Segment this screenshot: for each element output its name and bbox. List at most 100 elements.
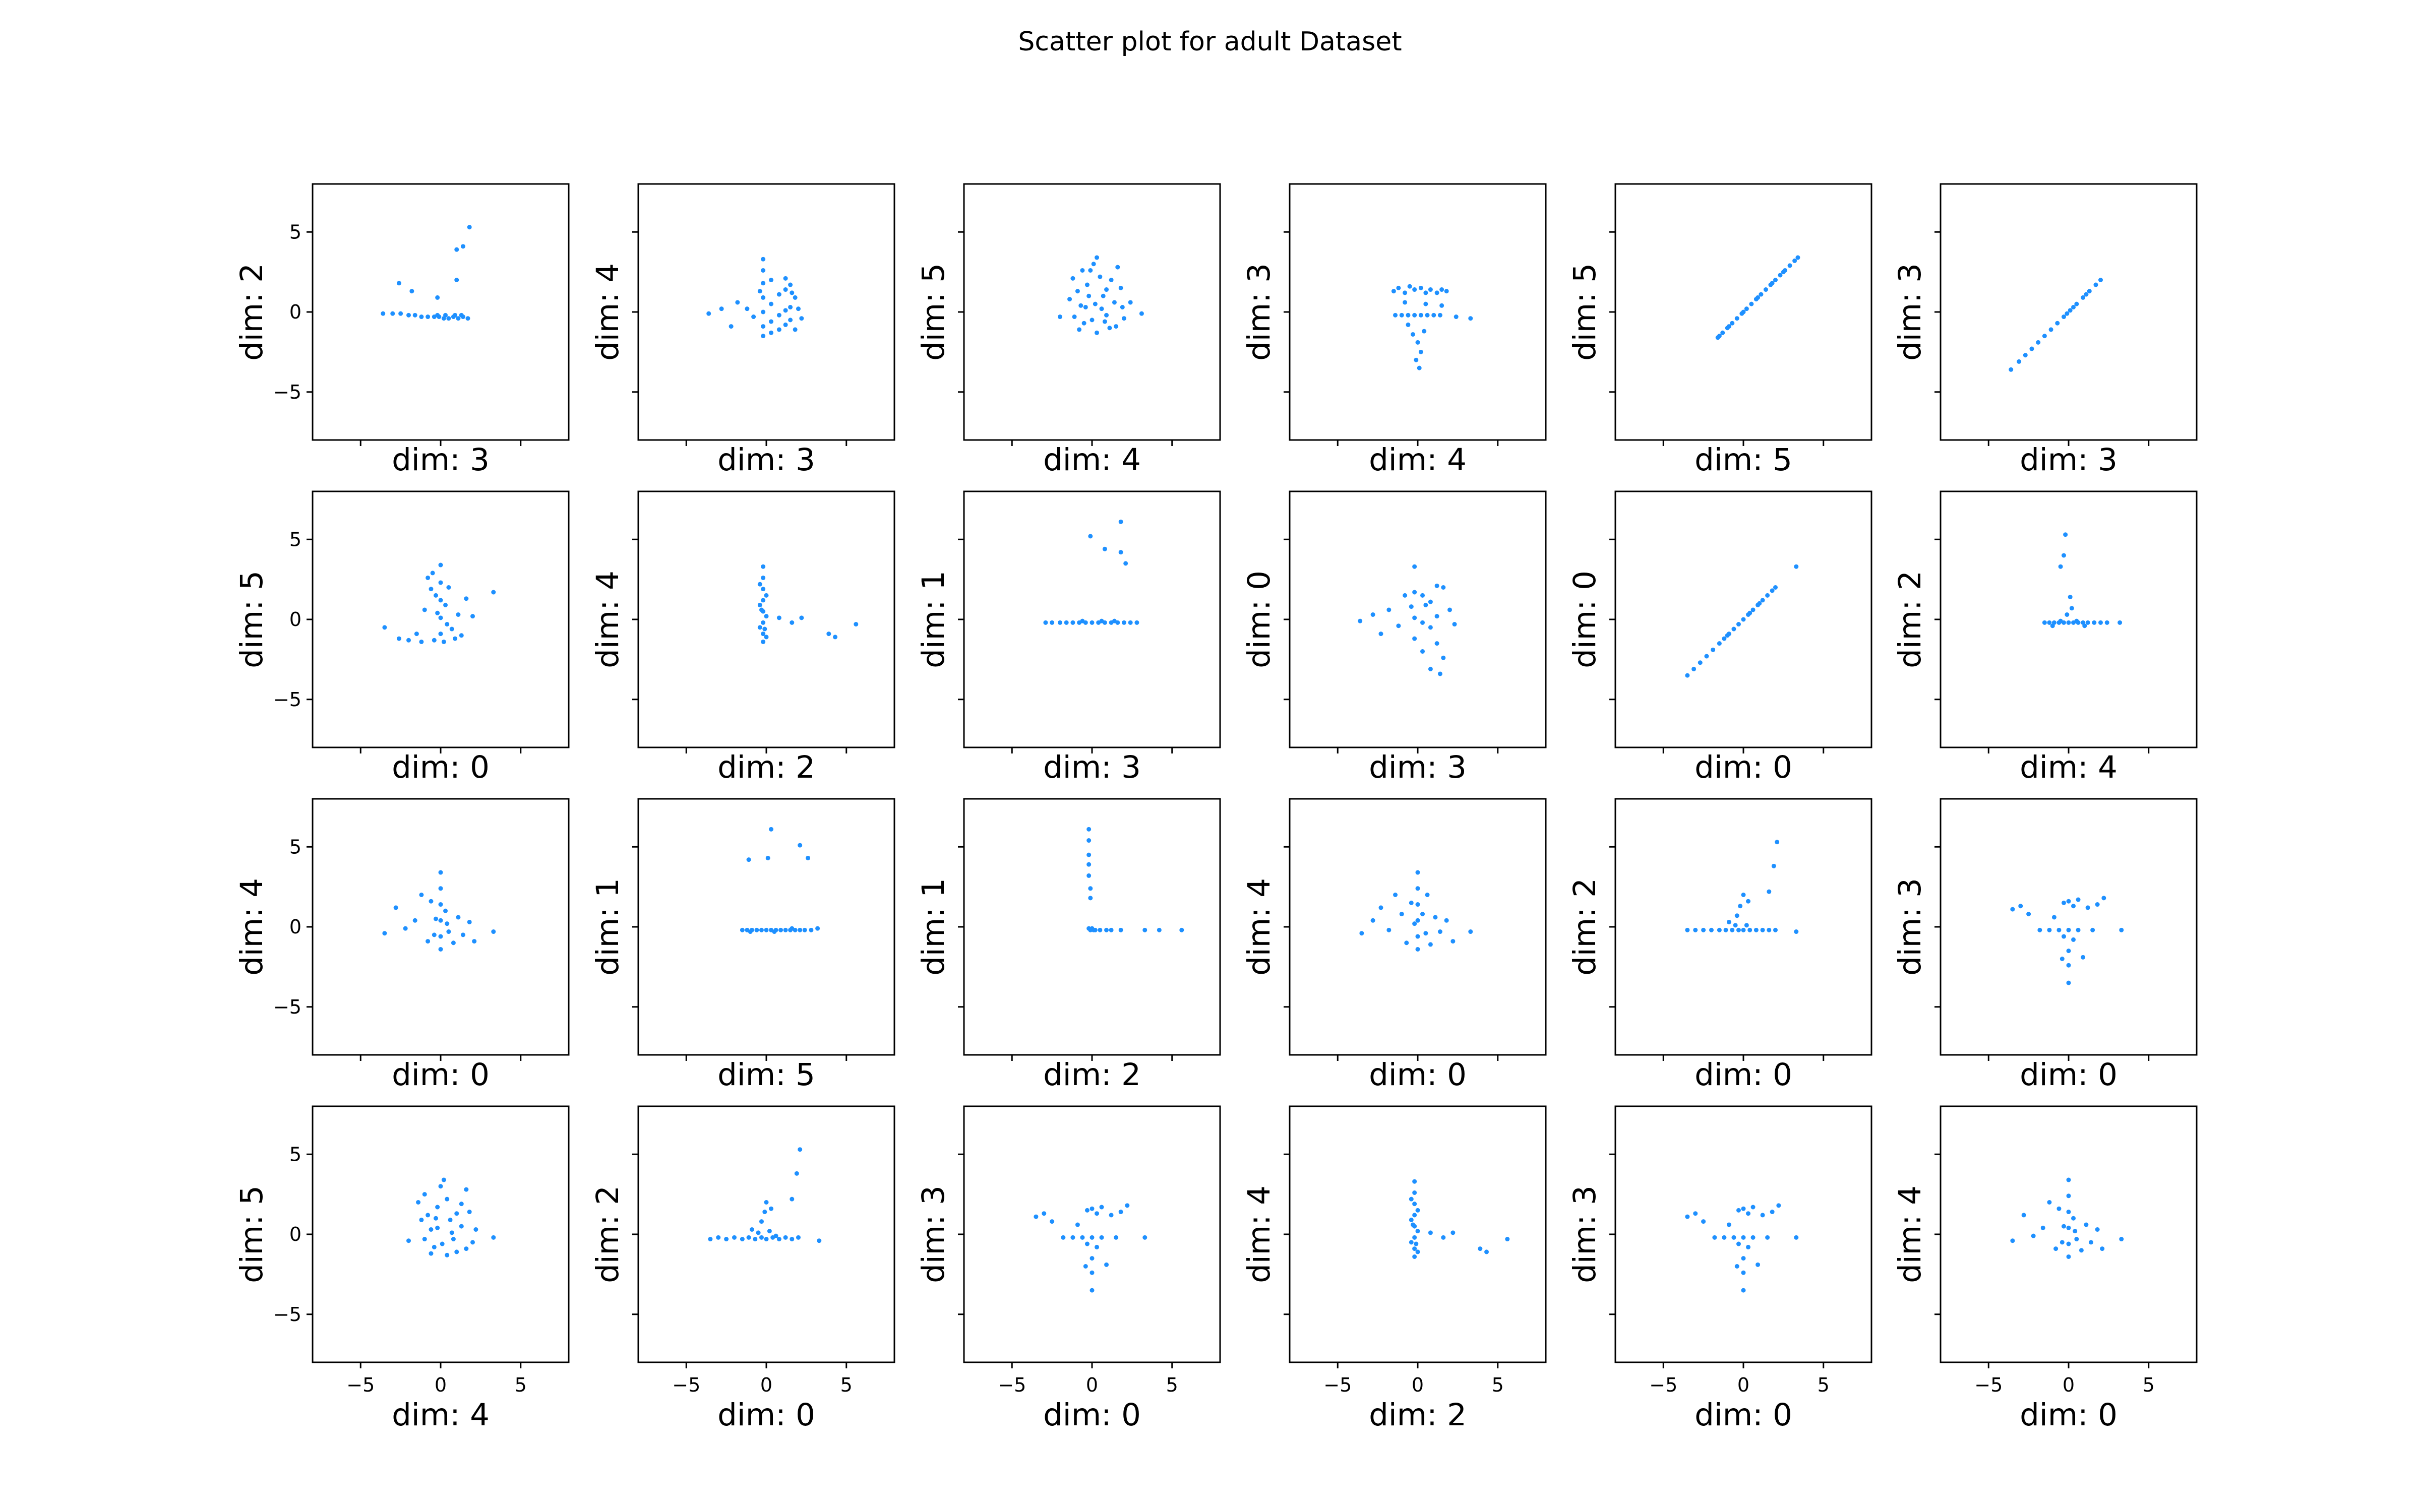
data-point xyxy=(796,1235,801,1240)
data-point xyxy=(1437,929,1442,934)
data-point xyxy=(1378,632,1383,637)
data-point xyxy=(445,1196,450,1202)
data-point xyxy=(1439,287,1444,292)
data-point xyxy=(2009,367,2014,372)
x-axis-label: dim: 4 xyxy=(1369,442,1467,478)
data-point xyxy=(1425,312,1430,318)
data-point xyxy=(1107,326,1112,331)
data-point xyxy=(1114,324,1119,329)
data-point xyxy=(1441,655,1446,660)
data-point xyxy=(2029,346,2034,351)
x-axis-label: dim: 0 xyxy=(392,749,490,785)
data-point xyxy=(2104,620,2109,625)
y-tick-label: 0 xyxy=(289,916,301,938)
subplot-0-4: dim: 5 dim: 5 xyxy=(1567,183,1872,478)
data-point xyxy=(1756,295,1761,300)
data-point xyxy=(783,287,788,292)
x-axis-label: dim: 5 xyxy=(717,1057,815,1093)
data-point xyxy=(746,857,751,862)
data-point xyxy=(1412,1179,1417,1184)
data-point xyxy=(1693,1211,1698,1216)
data-point xyxy=(432,932,437,937)
data-point xyxy=(403,926,408,931)
x-tick-label: 5 xyxy=(1492,1374,1504,1396)
x-tick-label: 5 xyxy=(515,1374,527,1396)
data-point xyxy=(764,1237,769,1242)
data-point xyxy=(759,927,764,932)
data-point xyxy=(1712,1235,1717,1240)
axes-frame xyxy=(1940,490,2198,748)
data-point xyxy=(854,622,859,627)
data-point xyxy=(422,1192,427,1197)
x-axis-label: dim: 3 xyxy=(717,442,815,478)
data-point xyxy=(1118,285,1123,290)
data-point xyxy=(2010,1238,2015,1243)
data-point xyxy=(1434,290,1439,295)
data-point xyxy=(470,614,475,619)
data-point xyxy=(802,927,807,932)
data-point xyxy=(429,1227,434,1232)
data-point xyxy=(429,587,434,592)
data-point xyxy=(788,282,793,287)
data-point xyxy=(761,639,766,644)
data-point xyxy=(1736,1241,1741,1246)
data-point xyxy=(1086,827,1092,832)
data-point xyxy=(1391,289,1396,294)
data-point xyxy=(1787,263,1792,268)
data-point xyxy=(449,1230,454,1235)
data-point xyxy=(751,314,756,320)
data-point xyxy=(2060,1240,2065,1245)
data-point xyxy=(790,620,795,625)
x-tick-label: −5 xyxy=(1323,1374,1352,1396)
data-point xyxy=(1114,1235,1119,1240)
data-point xyxy=(1403,300,1408,305)
data-point xyxy=(1423,290,1428,295)
data-point xyxy=(761,281,766,286)
data-point xyxy=(1731,1235,1736,1240)
data-point xyxy=(1704,654,1709,659)
data-point xyxy=(2081,955,2086,960)
data-point xyxy=(443,908,448,913)
subplot-0-1: dim: 3 dim: 4 xyxy=(590,183,895,478)
data-point xyxy=(757,582,762,587)
data-point xyxy=(1075,289,1080,294)
subplot-2-4: dim: 0 dim: 2 xyxy=(1567,798,1872,1093)
data-point xyxy=(1750,607,1756,612)
data-point xyxy=(467,919,472,924)
data-point xyxy=(1088,534,1093,539)
data-point xyxy=(1747,927,1752,932)
data-point xyxy=(1418,312,1423,318)
data-point xyxy=(749,1227,754,1232)
data-point xyxy=(1759,292,1764,297)
data-point xyxy=(470,1240,475,1245)
data-point xyxy=(2047,927,2052,932)
data-point xyxy=(2066,1210,2071,1215)
data-point xyxy=(764,614,769,619)
data-point xyxy=(2093,282,2098,287)
data-point xyxy=(453,312,458,318)
data-point xyxy=(435,295,440,300)
data-point xyxy=(1084,1241,1090,1246)
data-point xyxy=(396,636,401,641)
data-point xyxy=(1370,918,1375,923)
data-point xyxy=(776,615,781,620)
data-point xyxy=(1086,873,1092,878)
data-point xyxy=(1086,293,1092,298)
data-point xyxy=(1415,1229,1420,1234)
data-point xyxy=(1733,923,1738,928)
data-point xyxy=(1409,604,1414,609)
data-point xyxy=(1450,1230,1456,1235)
data-point xyxy=(1734,316,1739,321)
data-point xyxy=(1484,1249,1489,1254)
data-point xyxy=(759,1219,764,1224)
data-point xyxy=(1468,929,1473,934)
data-point xyxy=(406,638,411,643)
data-point xyxy=(1088,886,1093,891)
data-point xyxy=(429,1251,434,1256)
data-point xyxy=(2074,1237,2079,1242)
data-point xyxy=(2065,311,2070,316)
y-axis-label: dim: 3 xyxy=(1892,263,1928,361)
data-point xyxy=(1776,1203,1781,1208)
data-point xyxy=(438,562,443,568)
data-point xyxy=(2071,1216,2076,1221)
